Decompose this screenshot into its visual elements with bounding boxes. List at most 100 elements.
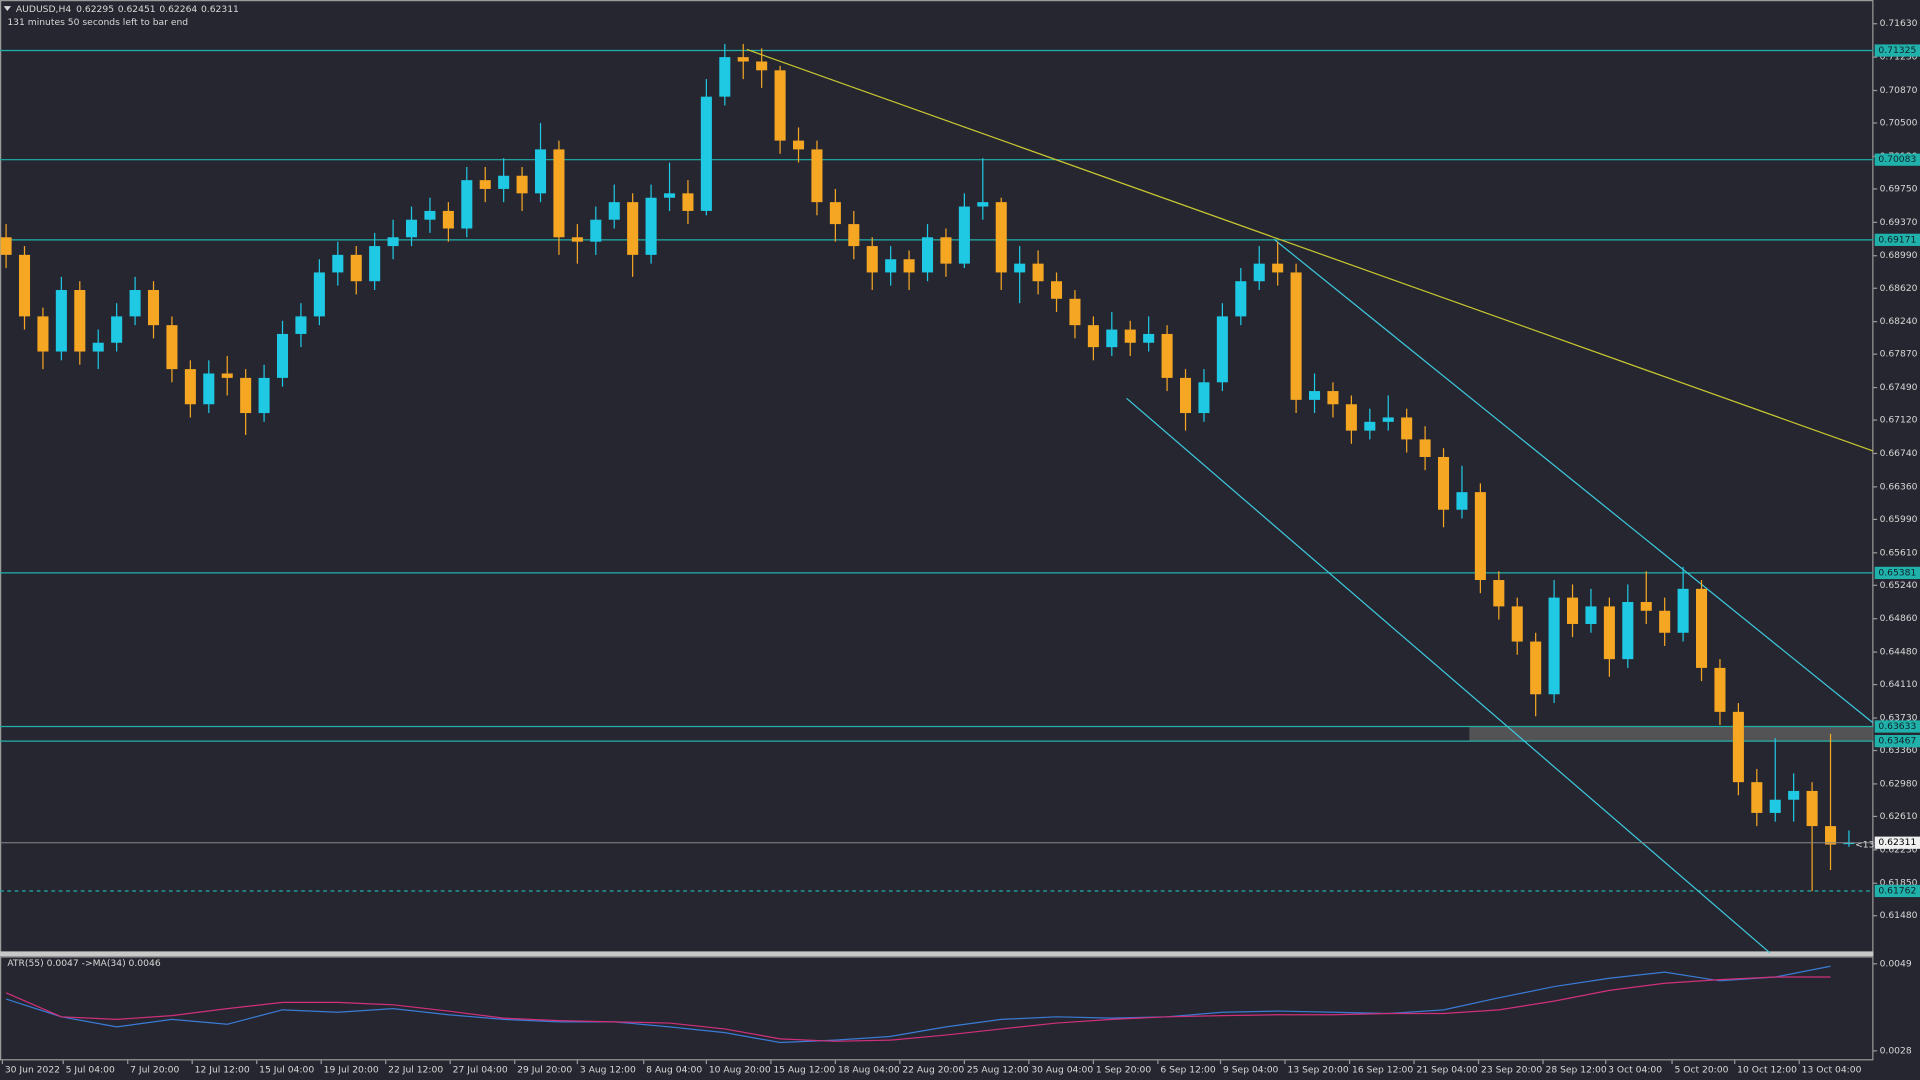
candle-body — [921, 237, 934, 273]
level-label-box — [1874, 884, 1920, 898]
candle-body — [848, 224, 860, 247]
y-tick-label: 0.62980 — [1880, 778, 1918, 789]
x-tick-label: 22 Aug 20:00 — [902, 1065, 964, 1076]
x-tick-label: 30 Jun 2022 — [5, 1065, 60, 1076]
candle-body — [1437, 456, 1450, 510]
candle-body — [534, 149, 547, 194]
candle-body — [18, 254, 31, 317]
bar-timer: 131 minutes 50 seconds left to bar end — [7, 17, 188, 28]
zone — [1469, 726, 1874, 742]
candle-body — [424, 210, 436, 220]
y-tick-label: 0.70500 — [1880, 118, 1918, 129]
candle-body — [1843, 842, 1855, 845]
x-tick-label: 18 Aug 04:00 — [838, 1065, 900, 1076]
candle-body — [111, 316, 123, 343]
y-tick-label: 0.61480 — [1880, 910, 1918, 921]
trend-line — [1126, 397, 1771, 954]
candle-body — [627, 202, 639, 255]
y-tick-label: 0.69370 — [1880, 217, 1918, 228]
x-tick-label: 25 Aug 12:00 — [967, 1065, 1029, 1076]
menu-arrow[interactable] — [3, 6, 12, 12]
candle-body — [1216, 316, 1228, 383]
candle-body — [1032, 263, 1044, 282]
candle-body — [350, 254, 362, 282]
indicator-y-tick-label: 0.0049 — [1880, 958, 1912, 969]
indicator-y-tick-label: 0.0028 — [1880, 1045, 1912, 1056]
candle-body — [37, 316, 49, 352]
candle-body — [1806, 790, 1818, 827]
candle-body — [571, 237, 583, 242]
level-label-box — [1874, 566, 1920, 580]
candle-body — [553, 149, 565, 238]
candle-body — [1548, 597, 1560, 695]
y-tick-label: 0.65610 — [1880, 547, 1918, 558]
chart-header: AUDUSD,H4 0.62295 0.62451 0.62264 0.62311 — [16, 4, 239, 15]
y-tick-label: 0.68240 — [1880, 316, 1918, 327]
candle-body — [829, 202, 841, 225]
x-tick-label: 19 Jul 20:00 — [324, 1065, 379, 1076]
candle-body — [0, 237, 12, 255]
candle-body — [1622, 601, 1634, 660]
x-tick-label: 3 Oct 04:00 — [1608, 1065, 1662, 1076]
candle-body — [479, 180, 491, 189]
x-tick-label: 27 Jul 04:00 — [453, 1065, 508, 1076]
candle-body — [1788, 790, 1800, 800]
y-tick-label: 0.62610 — [1880, 811, 1918, 822]
y-tick-label: 0.63360 — [1880, 745, 1918, 756]
candle-body — [1050, 281, 1063, 299]
candle-body — [1401, 417, 1413, 440]
x-tick-label: 23 Sep 20:00 — [1481, 1065, 1542, 1076]
y-tick-label: 0.71250 — [1880, 52, 1918, 63]
indicator-frame — [0, 956, 1874, 1061]
level-label: 0.61762 — [1878, 885, 1916, 896]
candle-body — [866, 246, 878, 273]
level-label-box — [1874, 233, 1920, 246]
x-tick-label: 3 Aug 12:00 — [580, 1065, 636, 1076]
header-close: 0.62311 — [201, 4, 239, 15]
candle-body — [313, 272, 325, 317]
candle-body — [811, 149, 823, 203]
level-label-box — [1874, 44, 1920, 57]
candle-body — [903, 259, 915, 273]
candle-body — [774, 70, 786, 141]
trend-line — [1273, 238, 1874, 724]
candle-body — [1014, 263, 1026, 273]
x-tick-label: 13 Sep 20:00 — [1287, 1065, 1348, 1076]
candle-body — [1106, 329, 1118, 348]
candle-body — [1640, 601, 1652, 611]
candle-body — [682, 193, 694, 211]
candle-body — [240, 377, 252, 414]
y-tick-label: 0.64110 — [1880, 679, 1918, 690]
candle-body — [1124, 329, 1136, 343]
candle-body — [663, 193, 676, 198]
candle-body — [1419, 439, 1431, 457]
candle-body — [498, 175, 510, 189]
y-tick-label: 0.65240 — [1880, 580, 1918, 591]
x-tick-label: 10 Oct 12:00 — [1737, 1065, 1797, 1076]
header-open: 0.62295 — [76, 4, 114, 15]
candle-body — [995, 202, 1007, 273]
level-label: 0.63467 — [1878, 736, 1916, 747]
header-high: 0.62451 — [118, 4, 156, 15]
x-tick-label: 16 Sep 12:00 — [1352, 1065, 1413, 1076]
candle-body — [1677, 588, 1689, 633]
x-tick-label: 29 Jul 20:00 — [517, 1065, 572, 1076]
candle-body — [1069, 298, 1081, 326]
level-label: 0.69171 — [1878, 234, 1916, 245]
candle-body — [1272, 263, 1284, 273]
level-label: 0.63633 — [1878, 721, 1916, 732]
candle-body — [74, 290, 86, 352]
y-tick-label: 0.68990 — [1880, 250, 1918, 261]
level-label: 0.65381 — [1878, 567, 1916, 578]
y-tick-label: 0.66360 — [1880, 481, 1918, 492]
candle-body — [792, 140, 805, 150]
candle-body — [1769, 799, 1781, 813]
candle-body — [1751, 782, 1763, 813]
candle-body — [203, 373, 215, 405]
candle-body — [442, 210, 454, 229]
x-tick-label: 15 Jul 04:00 — [259, 1065, 314, 1076]
candle-body — [977, 202, 989, 207]
x-tick-label: 15 Aug 12:00 — [773, 1065, 835, 1076]
